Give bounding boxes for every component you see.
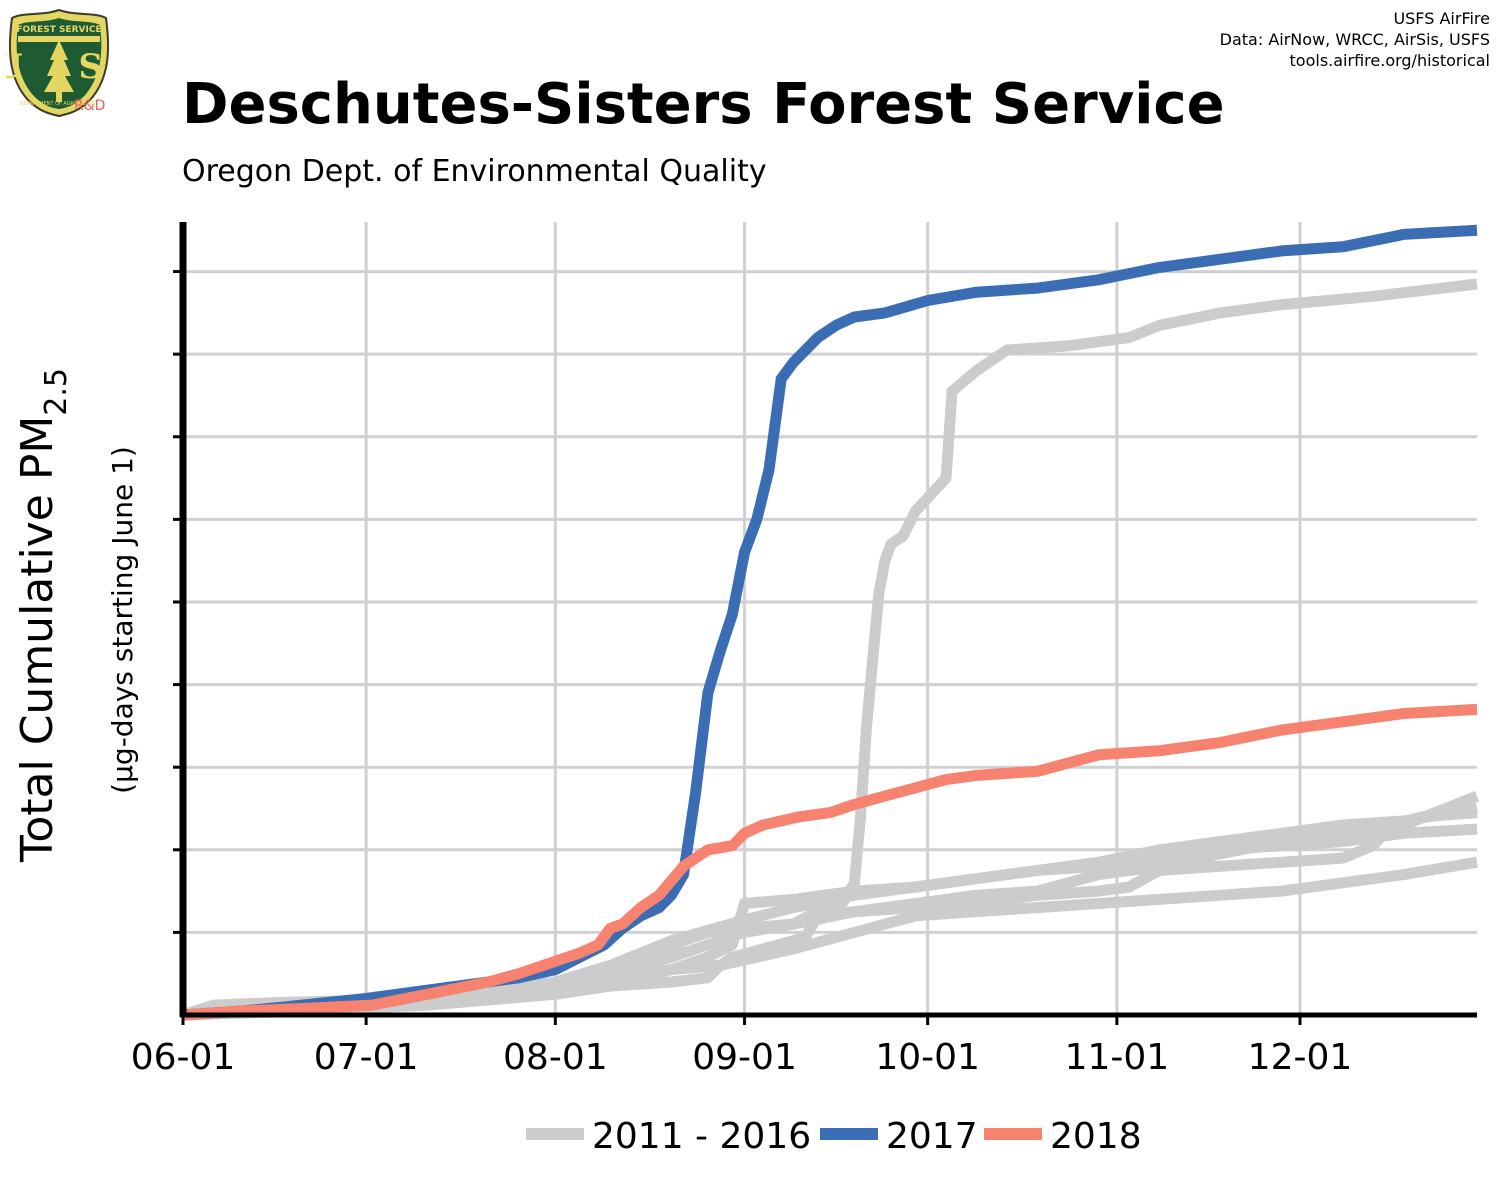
y-axis-units: (µg-days starting June 1)	[106, 446, 139, 794]
x-tick-label-5: 11-01	[1065, 1037, 1170, 1078]
axes	[173, 222, 1477, 1025]
legend-label-2: 2018	[1050, 1116, 1142, 1157]
logo-rd-label: R&D	[74, 98, 106, 114]
series-line-2018	[182, 703, 1478, 1021]
series-lines	[181, 224, 1480, 1021]
legend-label-0: 2011 - 2016	[592, 1116, 811, 1157]
series-line-2017	[182, 224, 1478, 1021]
logo-top-text: FOREST SERVICE	[16, 25, 101, 35]
legend: 2011 - 2016 2017 2018	[526, 1116, 1142, 1157]
x-tick-label-2: 08-01	[503, 1037, 608, 1078]
forest-service-shield-logo: U S FOREST SERVICE DEPARTMENT OF AGRICUL…	[6, 8, 112, 118]
logo-letters: U S	[6, 47, 112, 87]
y-axis-label-subscript: 2.5	[39, 368, 74, 416]
logo-bottom-text: DEPARTMENT OF AGRICULTURE	[20, 101, 98, 107]
x-tick-label-6: 12-01	[1248, 1037, 1353, 1078]
y-axis-label-main: Total Cumulative PM	[12, 416, 63, 863]
x-tick-label-4: 10-01	[875, 1037, 980, 1078]
grid-lines	[183, 222, 1477, 1015]
x-tick-labels: 06-01 07-01 08-01 09-01 10-01 11-01 12-01	[131, 1037, 1353, 1078]
credit-line-2: Data: AirNow, WRCC, AirSis, USFS	[1219, 30, 1490, 49]
x-tick-label-3: 09-01	[692, 1037, 797, 1078]
series-line-gray-5	[182, 823, 1478, 1021]
y-axis-label: Total Cumulative PM2.5	[12, 368, 74, 863]
x-tick-label-1: 07-01	[314, 1037, 419, 1078]
legend-label-1: 2017	[886, 1116, 978, 1157]
chart-title: Deschutes-Sisters Forest Service	[182, 72, 1225, 137]
x-tick-label-0: 06-01	[131, 1037, 236, 1078]
chart-subtitle: Oregon Dept. of Environmental Quality	[182, 154, 767, 189]
series-line-gray-2	[182, 278, 1478, 1021]
credit-line-1: USFS AirFire	[1393, 9, 1490, 28]
credit-line-3: tools.airfire.org/historical	[1289, 51, 1490, 70]
data-credits: USFS AirFire Data: AirNow, WRCC, AirSis,…	[1220, 8, 1490, 71]
